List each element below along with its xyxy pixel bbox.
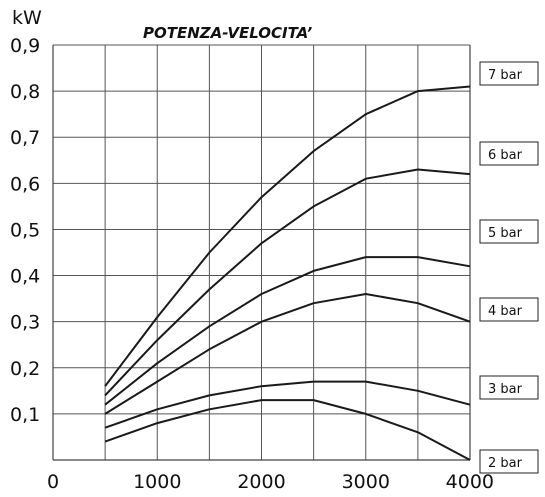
series-line-6-bar — [104, 168, 471, 397]
y-tick-label: 0,6 — [10, 173, 40, 195]
y-tick-label: 0,3 — [10, 312, 40, 334]
series-line-3-bar — [104, 380, 471, 429]
x-tick-label: 4000 — [446, 471, 494, 492]
x-tick-label: 0 — [47, 471, 59, 492]
series-line-2-bar — [104, 399, 471, 461]
legend-box — [479, 61, 539, 86]
legend-item-5-bar: 5 bar — [479, 219, 539, 244]
legend-label: 5 bar — [488, 226, 523, 241]
legend-item-3-bar: 3 bar — [479, 375, 539, 400]
x-tick-labels: 0 1000 2000 3000 4000 — [47, 471, 494, 493]
series-line-4-bar — [104, 293, 471, 415]
x-tick-label: 3000 — [342, 471, 390, 492]
legend-box — [479, 297, 539, 322]
legend-item-6-bar: 6 bar — [479, 141, 539, 166]
legend-label: 7 bar — [488, 68, 523, 83]
x-tick-label: 1000 — [133, 471, 181, 492]
y-axis-unit-label: kW — [12, 7, 42, 29]
legend-box — [479, 219, 539, 244]
y-tick-label: 0,2 — [10, 358, 40, 380]
legend-item-2-bar: 2 bar — [479, 449, 539, 474]
legend: 7 bar 6 bar 5 bar 4 bar 3 bar 2 bar — [479, 61, 539, 474]
chart-title: POTENZA-VELOCITA’ — [143, 24, 312, 42]
legend-label: 2 bar — [488, 456, 523, 471]
series-line-5-bar — [104, 256, 471, 406]
series-line-7-bar — [104, 85, 471, 387]
y-tick-label: 0,9 — [10, 35, 40, 57]
y-tick-label: 0,7 — [10, 127, 40, 149]
legend-box — [479, 375, 539, 400]
legend-label: 4 bar — [488, 304, 523, 319]
y-tick-label: 0,5 — [10, 219, 40, 241]
legend-item-7-bar: 7 bar — [479, 61, 539, 86]
legend-box — [479, 141, 539, 166]
axes — [52, 45, 471, 461]
y-tick-labels: 0,1 0,2 0,3 0,4 0,5 0,6 0,7 0,8 0,9 — [10, 35, 40, 426]
legend-item-4-bar: 4 bar — [479, 297, 539, 322]
y-tick-label: 0,8 — [10, 81, 40, 103]
series-lines — [104, 85, 471, 461]
grid — [53, 44, 470, 460]
y-tick-label: 0,4 — [10, 266, 40, 288]
legend-label: 3 bar — [488, 382, 523, 397]
y-tick-label: 0,1 — [10, 404, 40, 426]
legend-label: 6 bar — [488, 148, 523, 163]
x-tick-label: 2000 — [237, 471, 285, 492]
legend-box — [479, 449, 539, 474]
